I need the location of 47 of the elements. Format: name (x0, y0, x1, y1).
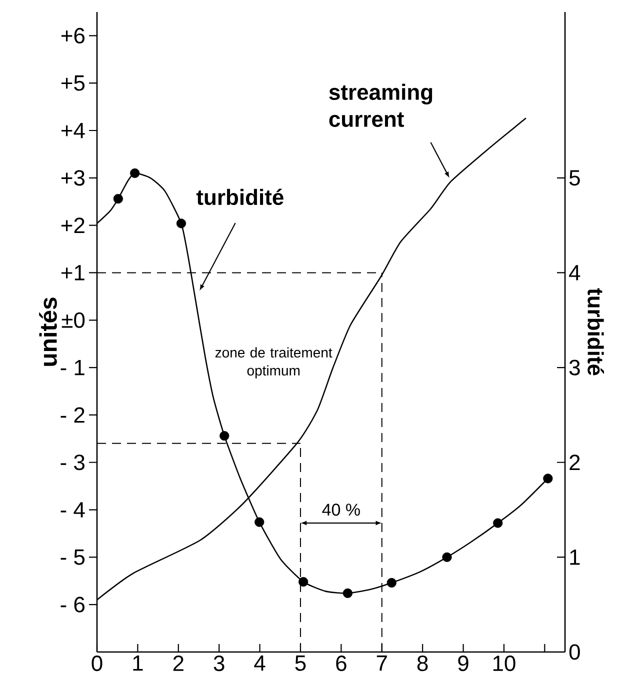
point (130, 168, 140, 178)
point (386, 578, 396, 588)
x-tick-label: 0 (92, 656, 102, 672)
point (113, 194, 123, 204)
point (543, 474, 553, 484)
y-tick-label: +5 (61, 75, 85, 91)
y-tick-label: - 5 (60, 550, 85, 565)
y-tick-label: - 6 (60, 596, 84, 612)
x-tick-label: 1 (133, 656, 143, 671)
y-tick-label: +2 (61, 218, 84, 234)
y-tick-label: - 3 (60, 454, 84, 470)
y2-tick-label: 5 (569, 170, 580, 186)
point (442, 552, 452, 562)
annotation: 40 % (322, 504, 360, 516)
point (176, 218, 186, 228)
y2-tick-label: 0 (569, 644, 580, 660)
x-tick-label: 3 (214, 656, 224, 672)
x-tick-label: 9 (458, 656, 468, 672)
annotation: zone de traitement optimum (215, 347, 332, 378)
x-tick-label: 10 (493, 656, 516, 672)
y-tick-label: +1 (61, 265, 84, 280)
text: streaming current (329, 84, 432, 127)
y-axis-title: unités (39, 298, 57, 366)
y-tick-label: - 1 (60, 360, 84, 376)
y-tick-label: - 4 (60, 502, 85, 518)
y2-tick-label: 1 (570, 550, 580, 565)
x-tick-label: 4 (254, 656, 266, 671)
point (342, 588, 352, 598)
point (220, 431, 230, 441)
point (254, 517, 264, 527)
y-tick-label: +6 (61, 28, 85, 44)
x-tick-label: 2 (173, 656, 184, 671)
x-tick-label: 7 (376, 656, 387, 671)
y-tick-label: - 2 (60, 407, 84, 423)
y2-tick-label: 3 (569, 360, 580, 376)
x-tick-label: 5 (295, 656, 306, 671)
x-tick-label: 8 (417, 656, 428, 672)
point (298, 577, 308, 587)
y2-tick-label: 2 (570, 454, 580, 470)
series-label: turbidité (196, 188, 284, 206)
y2-axis-title: turbidité (588, 288, 604, 376)
y-tick-label: +3 (61, 170, 85, 186)
y-tick-label: ±0 (62, 312, 85, 328)
x-tick-label: 6 (336, 656, 346, 672)
point (493, 518, 503, 528)
y-tick-label: +4 (61, 122, 85, 138)
y2-tick-label: 4 (569, 265, 580, 280)
